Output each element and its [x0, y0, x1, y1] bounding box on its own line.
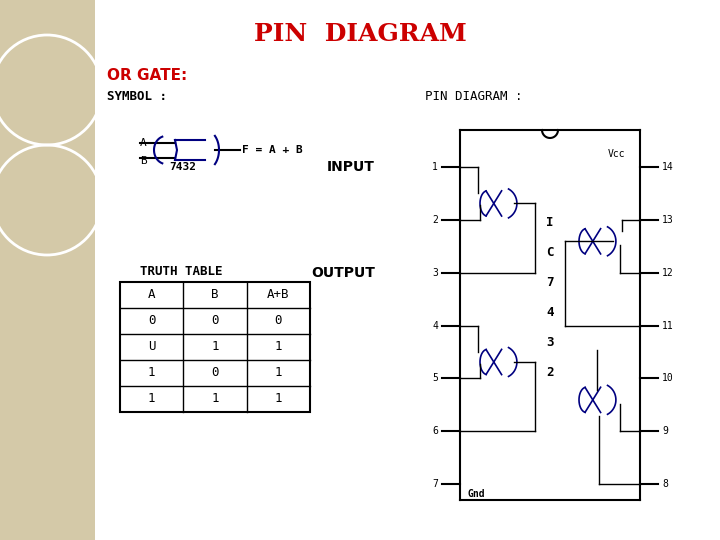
Text: 7432: 7432: [169, 162, 197, 172]
Text: PIN DIAGRAM :: PIN DIAGRAM :: [425, 90, 523, 103]
Text: 0: 0: [148, 314, 156, 327]
Text: 1: 1: [148, 367, 156, 380]
Text: A: A: [140, 138, 147, 148]
Text: 0: 0: [274, 314, 282, 327]
Text: 0: 0: [211, 314, 219, 327]
Text: SYMBOL :: SYMBOL :: [107, 90, 167, 103]
Text: OUTPUT: OUTPUT: [311, 266, 375, 280]
Text: 1: 1: [211, 341, 219, 354]
Text: A+B: A+B: [267, 288, 289, 301]
Text: 11: 11: [662, 321, 674, 330]
Text: 7: 7: [432, 479, 438, 489]
Text: 4: 4: [432, 321, 438, 330]
Polygon shape: [0, 0, 95, 540]
Text: 0: 0: [211, 367, 219, 380]
Text: 1: 1: [211, 393, 219, 406]
Text: OR GATE:: OR GATE:: [107, 68, 187, 83]
Bar: [120, 282, 310, 412]
Text: 9: 9: [662, 426, 668, 436]
Text: U: U: [148, 341, 156, 354]
Text: 1: 1: [274, 393, 282, 406]
Text: 2: 2: [546, 366, 554, 379]
Text: 1: 1: [274, 367, 282, 380]
Text: A: A: [148, 288, 156, 301]
Text: 14: 14: [662, 162, 674, 172]
Text: 1: 1: [432, 162, 438, 172]
Text: 2: 2: [432, 215, 438, 225]
Text: INPUT: INPUT: [327, 160, 375, 174]
Text: B: B: [140, 156, 147, 166]
Text: PIN  DIAGRAM: PIN DIAGRAM: [253, 22, 467, 46]
Text: 4: 4: [546, 306, 554, 319]
Text: C: C: [546, 246, 554, 259]
Text: I: I: [546, 216, 554, 229]
Text: 3: 3: [432, 268, 438, 278]
Text: 6: 6: [432, 426, 438, 436]
Text: F = A + B: F = A + B: [242, 145, 302, 155]
Text: B: B: [211, 288, 219, 301]
Text: 1: 1: [148, 393, 156, 406]
Text: 7: 7: [546, 276, 554, 289]
Text: 12: 12: [662, 268, 674, 278]
Text: 8: 8: [662, 479, 668, 489]
Text: 1: 1: [274, 341, 282, 354]
Text: Gnd: Gnd: [468, 489, 485, 499]
Text: Vcc: Vcc: [608, 149, 625, 159]
Text: 3: 3: [546, 336, 554, 349]
Text: 10: 10: [662, 374, 674, 383]
Text: 5: 5: [432, 374, 438, 383]
Text: 13: 13: [662, 215, 674, 225]
Text: TRUTH TABLE: TRUTH TABLE: [140, 265, 222, 278]
